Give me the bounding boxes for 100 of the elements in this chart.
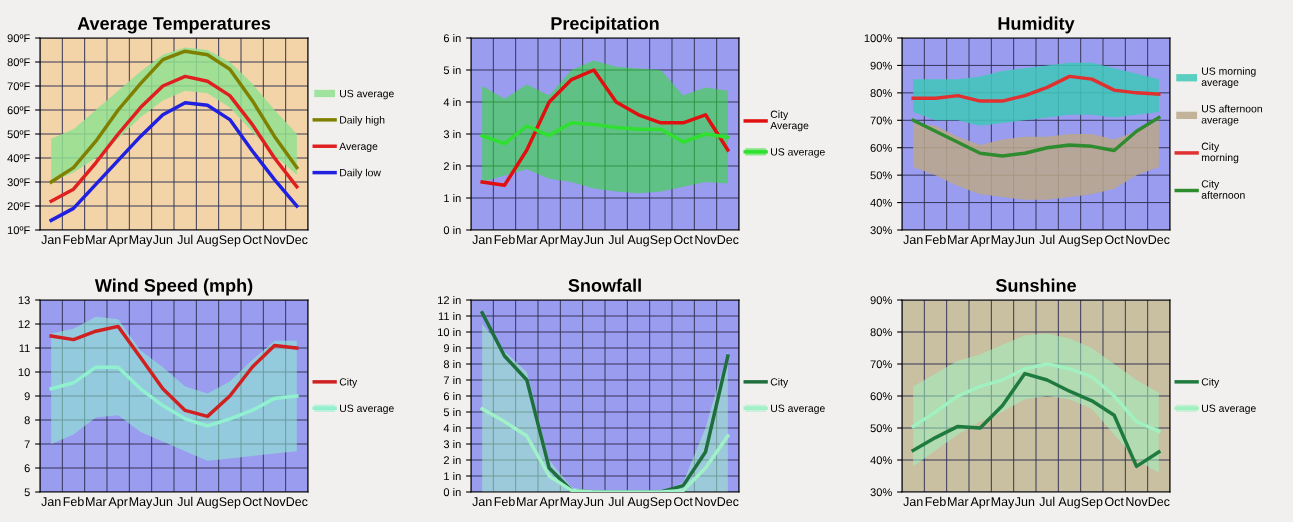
line-series bbox=[911, 115, 1161, 158]
line-series bbox=[49, 365, 299, 428]
x-tick-label: Sep bbox=[650, 235, 672, 247]
x-tick-label: Sep bbox=[1081, 497, 1103, 509]
x-tick-label: Sep bbox=[219, 235, 241, 247]
chart-title: Wind Speed (mph) bbox=[94, 278, 253, 296]
x-tick-label: Jul bbox=[177, 496, 193, 507]
legend-label: City bbox=[339, 377, 358, 388]
x-tick-label: Aug bbox=[627, 235, 649, 247]
x-tick-label: Aug bbox=[627, 497, 649, 509]
y-tick-label: 4 in bbox=[443, 97, 461, 107]
y-tick-label: 80ºF bbox=[7, 58, 30, 67]
x-tick-label: Jun bbox=[152, 497, 173, 507]
x-tick-label: Jul bbox=[608, 496, 624, 507]
x-tick-label: Nov bbox=[695, 235, 717, 245]
y-tick-label: 1 in bbox=[444, 471, 461, 481]
x-tick-label: Jan bbox=[472, 235, 492, 245]
y-tick-label: 90% bbox=[870, 296, 892, 305]
y-tick-label: 40% bbox=[870, 198, 892, 207]
x-tick-label: Mar bbox=[948, 235, 969, 245]
x-tick-label: Aug bbox=[196, 497, 218, 509]
y-tick-label: 7 bbox=[24, 440, 30, 449]
legend-label: US average bbox=[340, 89, 394, 100]
x-tick-label: May bbox=[129, 497, 153, 509]
legend-label: US morning average bbox=[1201, 67, 1256, 89]
legend-label: Average bbox=[339, 142, 378, 153]
legend-label: US average bbox=[1202, 404, 1256, 415]
x-tick-label: Nov bbox=[264, 497, 286, 507]
y-tick-label: 20ºF bbox=[7, 202, 30, 211]
x-tick-label: Jul bbox=[1039, 234, 1055, 245]
x-tick-label: Feb bbox=[494, 234, 515, 245]
y-tick-label: 90% bbox=[870, 61, 892, 70]
y-tick-label: 0 in bbox=[443, 225, 461, 235]
y-tick-label: 0 in bbox=[443, 487, 461, 497]
x-tick-label: May bbox=[991, 497, 1015, 509]
x-tick-label: Dec bbox=[1148, 235, 1170, 245]
y-tick-label: 4 in bbox=[443, 423, 461, 433]
x-tick-label: Jun bbox=[583, 235, 604, 245]
x-tick-label: Sep bbox=[1081, 235, 1103, 247]
y-tick-label: 100% bbox=[864, 34, 892, 43]
line-series bbox=[480, 407, 730, 492]
x-tick-label: Apr bbox=[539, 235, 559, 247]
y-tick-label: 30ºF bbox=[7, 178, 30, 187]
x-tick-label: Feb bbox=[494, 496, 515, 507]
x-tick-label: Oct bbox=[243, 235, 262, 245]
y-tick-label: 60% bbox=[870, 143, 892, 152]
x-tick-label: Aug bbox=[1058, 235, 1080, 247]
x-tick-label: May bbox=[560, 497, 584, 509]
x-tick-label: Jan bbox=[41, 235, 61, 245]
y-tick-label: 40ºF bbox=[7, 154, 30, 163]
y-tick-label: 5 in bbox=[443, 407, 461, 417]
y-tick-label: 80% bbox=[870, 89, 892, 97]
x-tick-label: Oct bbox=[1105, 235, 1124, 245]
x-tick-label: Nov bbox=[1126, 497, 1148, 507]
x-tick-label: Nov bbox=[1126, 235, 1148, 245]
x-tick-label: Aug bbox=[196, 235, 218, 247]
y-tick-label: 5 in bbox=[443, 65, 461, 75]
x-tick-label: Oct bbox=[674, 235, 693, 245]
y-tick-label: 50% bbox=[870, 171, 892, 180]
x-tick-label: Nov bbox=[695, 497, 717, 507]
x-tick-label: Jun bbox=[1014, 497, 1035, 507]
y-tick-label: 2 in bbox=[443, 455, 461, 465]
y-tick-label: 6 in bbox=[443, 391, 461, 401]
legend-label: City Average bbox=[770, 110, 809, 132]
y-tick-label: 50ºF bbox=[7, 130, 30, 139]
y-tick-label: 7 in bbox=[443, 375, 461, 385]
x-tick-label: Dec bbox=[717, 497, 739, 507]
x-tick-label: Sep bbox=[650, 497, 672, 509]
y-tick-label: 70% bbox=[870, 360, 892, 369]
y-tick-label: 2 in bbox=[443, 161, 461, 171]
legend-label: City bbox=[1201, 377, 1220, 388]
x-tick-label: Mar bbox=[86, 235, 107, 245]
x-tick-label: Jan bbox=[472, 497, 492, 507]
x-tick-label: Oct bbox=[1105, 497, 1124, 507]
chart-title: Humidity bbox=[998, 16, 1075, 34]
line-series bbox=[49, 101, 299, 223]
x-tick-label: Mar bbox=[86, 497, 107, 507]
y-tick-label: 9 bbox=[24, 392, 30, 401]
x-tick-label: Dec bbox=[286, 497, 308, 507]
x-tick-label: Feb bbox=[63, 234, 84, 245]
y-tick-label: 40% bbox=[870, 456, 892, 465]
y-tick-label: 9 in bbox=[443, 343, 461, 353]
y-tick-label: 60% bbox=[870, 392, 892, 401]
x-tick-label: May bbox=[991, 235, 1015, 247]
x-tick-label: Jan bbox=[903, 235, 923, 245]
x-tick-label: Apr bbox=[970, 235, 990, 247]
x-tick-label: Jun bbox=[152, 235, 173, 245]
chart-title: Average Temperatures bbox=[77, 17, 271, 34]
y-tick-label: 11 in bbox=[438, 311, 461, 321]
y-tick-label: 11 bbox=[19, 344, 30, 353]
x-tick-label: Oct bbox=[674, 497, 693, 507]
x-tick-label: Feb bbox=[63, 496, 84, 507]
x-tick-label: Mar bbox=[517, 497, 538, 507]
line-series bbox=[480, 121, 730, 146]
x-tick-label: Apr bbox=[539, 497, 559, 509]
y-tick-label: 6 bbox=[24, 464, 30, 473]
y-tick-label: 8 in bbox=[443, 359, 461, 369]
x-tick-label: Jun bbox=[583, 497, 604, 507]
x-tick-label: Jul bbox=[177, 234, 193, 245]
y-tick-label: 10 in bbox=[438, 327, 461, 337]
